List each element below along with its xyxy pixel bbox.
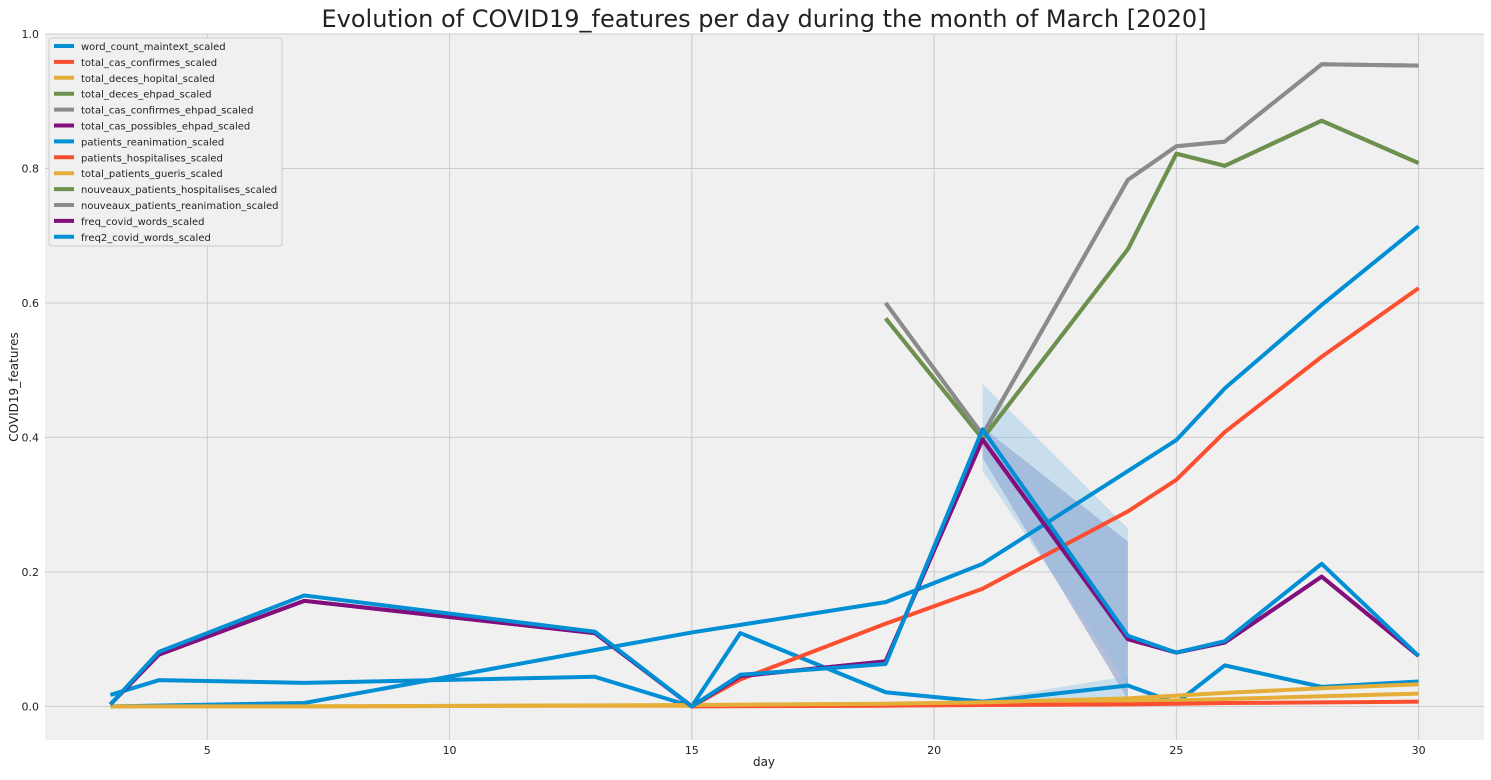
series-line-patients-hospitalises-scaled bbox=[691, 699, 1419, 709]
x-tick-label: 5 bbox=[204, 744, 211, 757]
series-line-word-count-maintext-scaled bbox=[109, 631, 1419, 709]
y-tick-label: 0.8 bbox=[22, 162, 40, 175]
series-line-freq2-covid-words-scaled bbox=[108, 427, 1420, 709]
legend-label: patients_reanimation_scaled bbox=[81, 137, 224, 148]
x-tick-label: 25 bbox=[1169, 744, 1183, 757]
legend-box bbox=[48, 37, 283, 247]
legend-item: freq_covid_words_scaled bbox=[54, 217, 204, 228]
legend-item: total_cas_confirmes_ehpad_scaled bbox=[54, 106, 253, 117]
series-lines bbox=[108, 62, 1420, 709]
series-line-total-cas-confirmes-scaled bbox=[690, 286, 1420, 709]
legend-item: patients_reanimation_scaled bbox=[54, 137, 224, 148]
x-tick-label: 15 bbox=[685, 744, 699, 757]
legend-item: total_cas_possibles_ehpad_scaled bbox=[54, 122, 250, 133]
legend-label: total_deces_hopital_scaled bbox=[81, 74, 215, 85]
legend-item: total_deces_ehpad_scaled bbox=[54, 90, 212, 101]
series-line-total-patients-gueris-scaled bbox=[110, 682, 1419, 709]
legend-item: nouveaux_patients_reanimation_scaled bbox=[54, 201, 278, 212]
y-tick-label: 0.4 bbox=[22, 431, 40, 444]
x-tick-label: 10 bbox=[443, 744, 457, 757]
legend-label: total_cas_confirmes_scaled bbox=[81, 58, 217, 69]
legend-label: total_cas_possibles_ehpad_scaled bbox=[81, 122, 250, 133]
legend-label: freq_covid_words_scaled bbox=[81, 217, 204, 228]
band-freq-covid-words-scaled bbox=[982, 427, 1128, 700]
legend-label: freq2_covid_words_scaled bbox=[81, 233, 211, 244]
y-axis-label: COVID19_features bbox=[7, 332, 21, 441]
legend-item: word_count_maintext_scaled bbox=[54, 42, 226, 53]
tick-labels: 5 10 15 20 25 30 0.0 0.2 0.4 0.6 0.8 1.0 bbox=[22, 28, 1426, 757]
y-tick-label: 0.2 bbox=[22, 566, 40, 579]
grid-lines bbox=[45, 33, 1484, 740]
y-tick-label: 1.0 bbox=[22, 28, 40, 41]
x-tick-label: 30 bbox=[1412, 744, 1426, 757]
x-axis-label: day bbox=[753, 755, 775, 769]
series-line-nouveaux-patients-reanimation-scaled bbox=[884, 62, 1419, 437]
legend-item: nouveaux_patients_hospitalises_scaled bbox=[54, 185, 277, 196]
y-tick-label: 0.0 bbox=[22, 700, 40, 713]
legend-item: patients_hospitalises_scaled bbox=[54, 153, 223, 164]
legend-item: freq2_covid_words_scaled bbox=[54, 233, 211, 244]
legend: word_count_maintext_scaled total_cas_conf… bbox=[48, 37, 283, 247]
legend-label: nouveaux_patients_hospitalises_scaled bbox=[81, 185, 277, 196]
legend-label: patients_hospitalises_scaled bbox=[81, 153, 223, 164]
chart-title: Evolution of COVID19_features per day du… bbox=[321, 5, 1206, 33]
legend-label: nouveaux_patients_reanimation_scaled bbox=[81, 201, 278, 212]
legend-label: total_cas_confirmes_ehpad_scaled bbox=[81, 106, 253, 117]
x-tick-label: 20 bbox=[927, 744, 941, 757]
legend-item: total_patients_gueris_scaled bbox=[54, 169, 223, 180]
legend-label: total_deces_ehpad_scaled bbox=[81, 90, 212, 101]
legend-item: total_cas_confirmes_scaled bbox=[54, 58, 217, 69]
legend-label: word_count_maintext_scaled bbox=[81, 42, 226, 53]
legend-item: total_deces_hopital_scaled bbox=[54, 74, 215, 85]
y-tick-label: 0.6 bbox=[22, 297, 40, 310]
legend-label: total_patients_gueris_scaled bbox=[81, 169, 223, 180]
series-line-patients-reanimation-scaled bbox=[110, 224, 1420, 709]
